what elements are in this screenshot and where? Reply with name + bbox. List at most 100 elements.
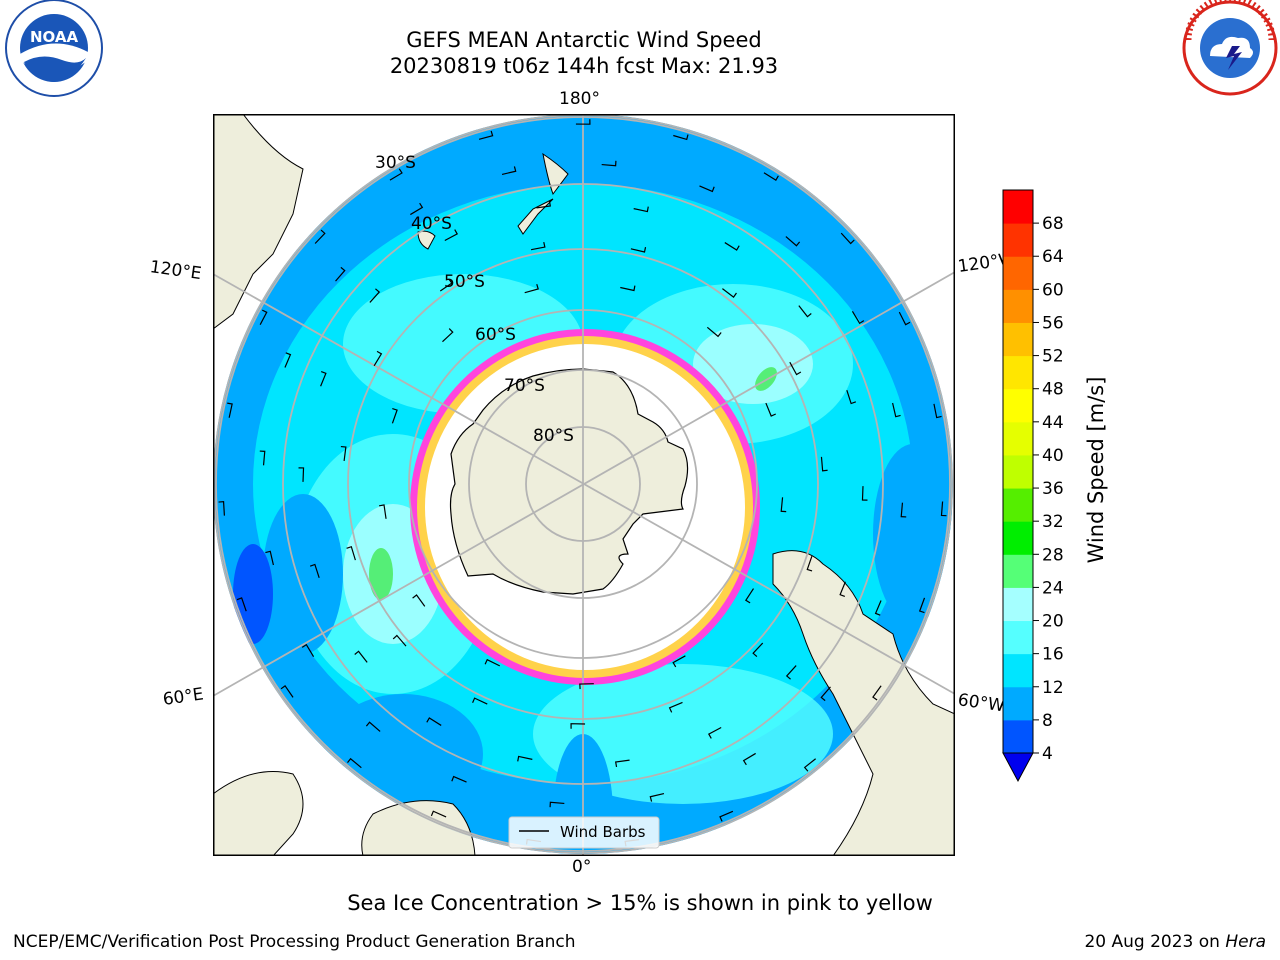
wind-barb: [346, 545, 356, 561]
colorbar-bin: [1003, 521, 1033, 555]
wind-barb: [549, 801, 565, 808]
colorbar-tick-label: 20: [1042, 612, 1064, 632]
colorbar-bin: [1003, 686, 1033, 721]
wind-barb: [672, 655, 686, 668]
colorbar-tick-label: 4: [1042, 744, 1053, 764]
wind-barb: [900, 502, 907, 518]
wind-barb: [649, 793, 665, 802]
wind-barbs: [218, 119, 947, 847]
map-legend: Wind Barbs: [508, 816, 660, 849]
wind-barb: [236, 597, 247, 612]
wind-barb: [699, 185, 715, 193]
wind-barb: [412, 594, 426, 607]
wind-barb: [347, 757, 362, 769]
wind-barb: [389, 168, 403, 181]
colorbar-bin: [1003, 355, 1033, 390]
colorbar-tick-label: 56: [1042, 313, 1064, 333]
lon-label-0: 0°: [572, 857, 592, 877]
lat-label-80s: 80°S: [533, 426, 574, 446]
wind-barb: [301, 643, 315, 657]
colorbar-bin: [1003, 190, 1033, 224]
wind-barb: [668, 701, 683, 713]
wind-barb: [439, 278, 453, 292]
wind-barb: [840, 232, 855, 245]
wind-barb: [851, 311, 865, 325]
colorbar-bin: [1003, 587, 1033, 622]
colorbar-tick-label: 16: [1042, 645, 1064, 665]
wind-barb: [765, 402, 776, 417]
colorbar-bin: [1003, 223, 1033, 257]
wind-barb: [517, 755, 533, 762]
wind-barb: [614, 759, 630, 768]
wind-barb: [284, 352, 292, 368]
wind-barb: [742, 752, 756, 766]
wind-barb: [524, 284, 539, 294]
colorbar-under-arrow: [1002, 752, 1034, 783]
wind-barb: [442, 328, 454, 343]
wind-barb: [940, 501, 947, 517]
polar-map: 30°S 40°S 50°S 60°S 70°S 80°S Wind Barbs: [213, 114, 955, 856]
wind-barb: [803, 758, 817, 772]
lon-label-180: 180°: [559, 89, 600, 109]
national-weather-service-logo: [1182, 0, 1278, 96]
footer-left: NCEP/EMC/Verification Post Processing Pr…: [13, 932, 576, 952]
wind-barb: [530, 242, 546, 251]
wind-barb: [846, 390, 857, 405]
wind-barb: [430, 810, 447, 818]
wind-barb: [227, 402, 233, 418]
lat-label-50s: 50°S: [444, 272, 485, 292]
lat-label-60s: 60°S: [475, 325, 516, 345]
colorbar-tick-label: 36: [1042, 479, 1064, 499]
wind-barb: [309, 563, 320, 578]
colorbar-tick-label: 44: [1042, 413, 1064, 433]
wind-barb: [373, 350, 383, 367]
wind-barb: [335, 266, 346, 282]
lat-label-70s: 70°S: [504, 376, 545, 396]
chart-title: GEFS MEAN Antarctic Wind Speed: [406, 28, 762, 52]
noaa-logo: NOAA: [5, 0, 103, 97]
colorbar-tick-label: 60: [1042, 280, 1064, 300]
wind-barb: [820, 456, 828, 472]
wind-barb: [892, 402, 901, 418]
colorbar-tick-label: 12: [1042, 678, 1064, 698]
colorbar-tick-label: 40: [1042, 446, 1064, 466]
sea-ice-note: Sea Ice Concentration > 15% is shown in …: [347, 891, 933, 915]
wind-barb: [620, 285, 636, 292]
wind-barb: [806, 556, 813, 572]
wind-barb: [798, 305, 812, 318]
africa-land: [213, 771, 304, 856]
noaa-logo-text: NOAA: [30, 28, 79, 46]
colorbar-bin: [1003, 620, 1033, 655]
wind-barb: [444, 229, 459, 242]
footer-date: 20 Aug 2023 on: [1084, 932, 1220, 952]
lat-label-40s: 40°S: [411, 214, 452, 234]
colorbar-tick-label: 28: [1042, 545, 1064, 565]
colorbar-tick-label: 52: [1042, 347, 1064, 367]
lon-label-60e: 60°E: [161, 684, 205, 710]
colorbar-tick-label: 68: [1042, 214, 1064, 234]
australia-land: [213, 114, 304, 330]
wind-barb: [820, 686, 831, 702]
antarctica-land: [449, 368, 689, 595]
wind-barb: [706, 326, 722, 338]
wind-barb: [259, 309, 268, 325]
colorbar-label: Wind Speed [m/s]: [1084, 377, 1108, 564]
wind-barb: [369, 288, 381, 303]
wind-barb: [259, 450, 266, 466]
colorbar-tick-label: 64: [1042, 247, 1064, 267]
wind-barb: [673, 134, 689, 141]
wind-barb: [918, 597, 926, 614]
wind-barb: [898, 311, 911, 326]
legend-label: Wind Barbs: [560, 823, 646, 841]
wind-barb: [719, 810, 734, 822]
wind-barb: [265, 550, 274, 566]
lat-label-30s: 30°S: [375, 153, 416, 173]
wind-barb: [484, 658, 501, 667]
wind-barb: [575, 119, 591, 125]
colorbar-bin: [1003, 653, 1033, 688]
wind-barb: [861, 486, 868, 501]
wind-barb: [365, 721, 381, 732]
colorbar-bin: [1003, 488, 1033, 522]
wind-barb: [570, 723, 586, 729]
